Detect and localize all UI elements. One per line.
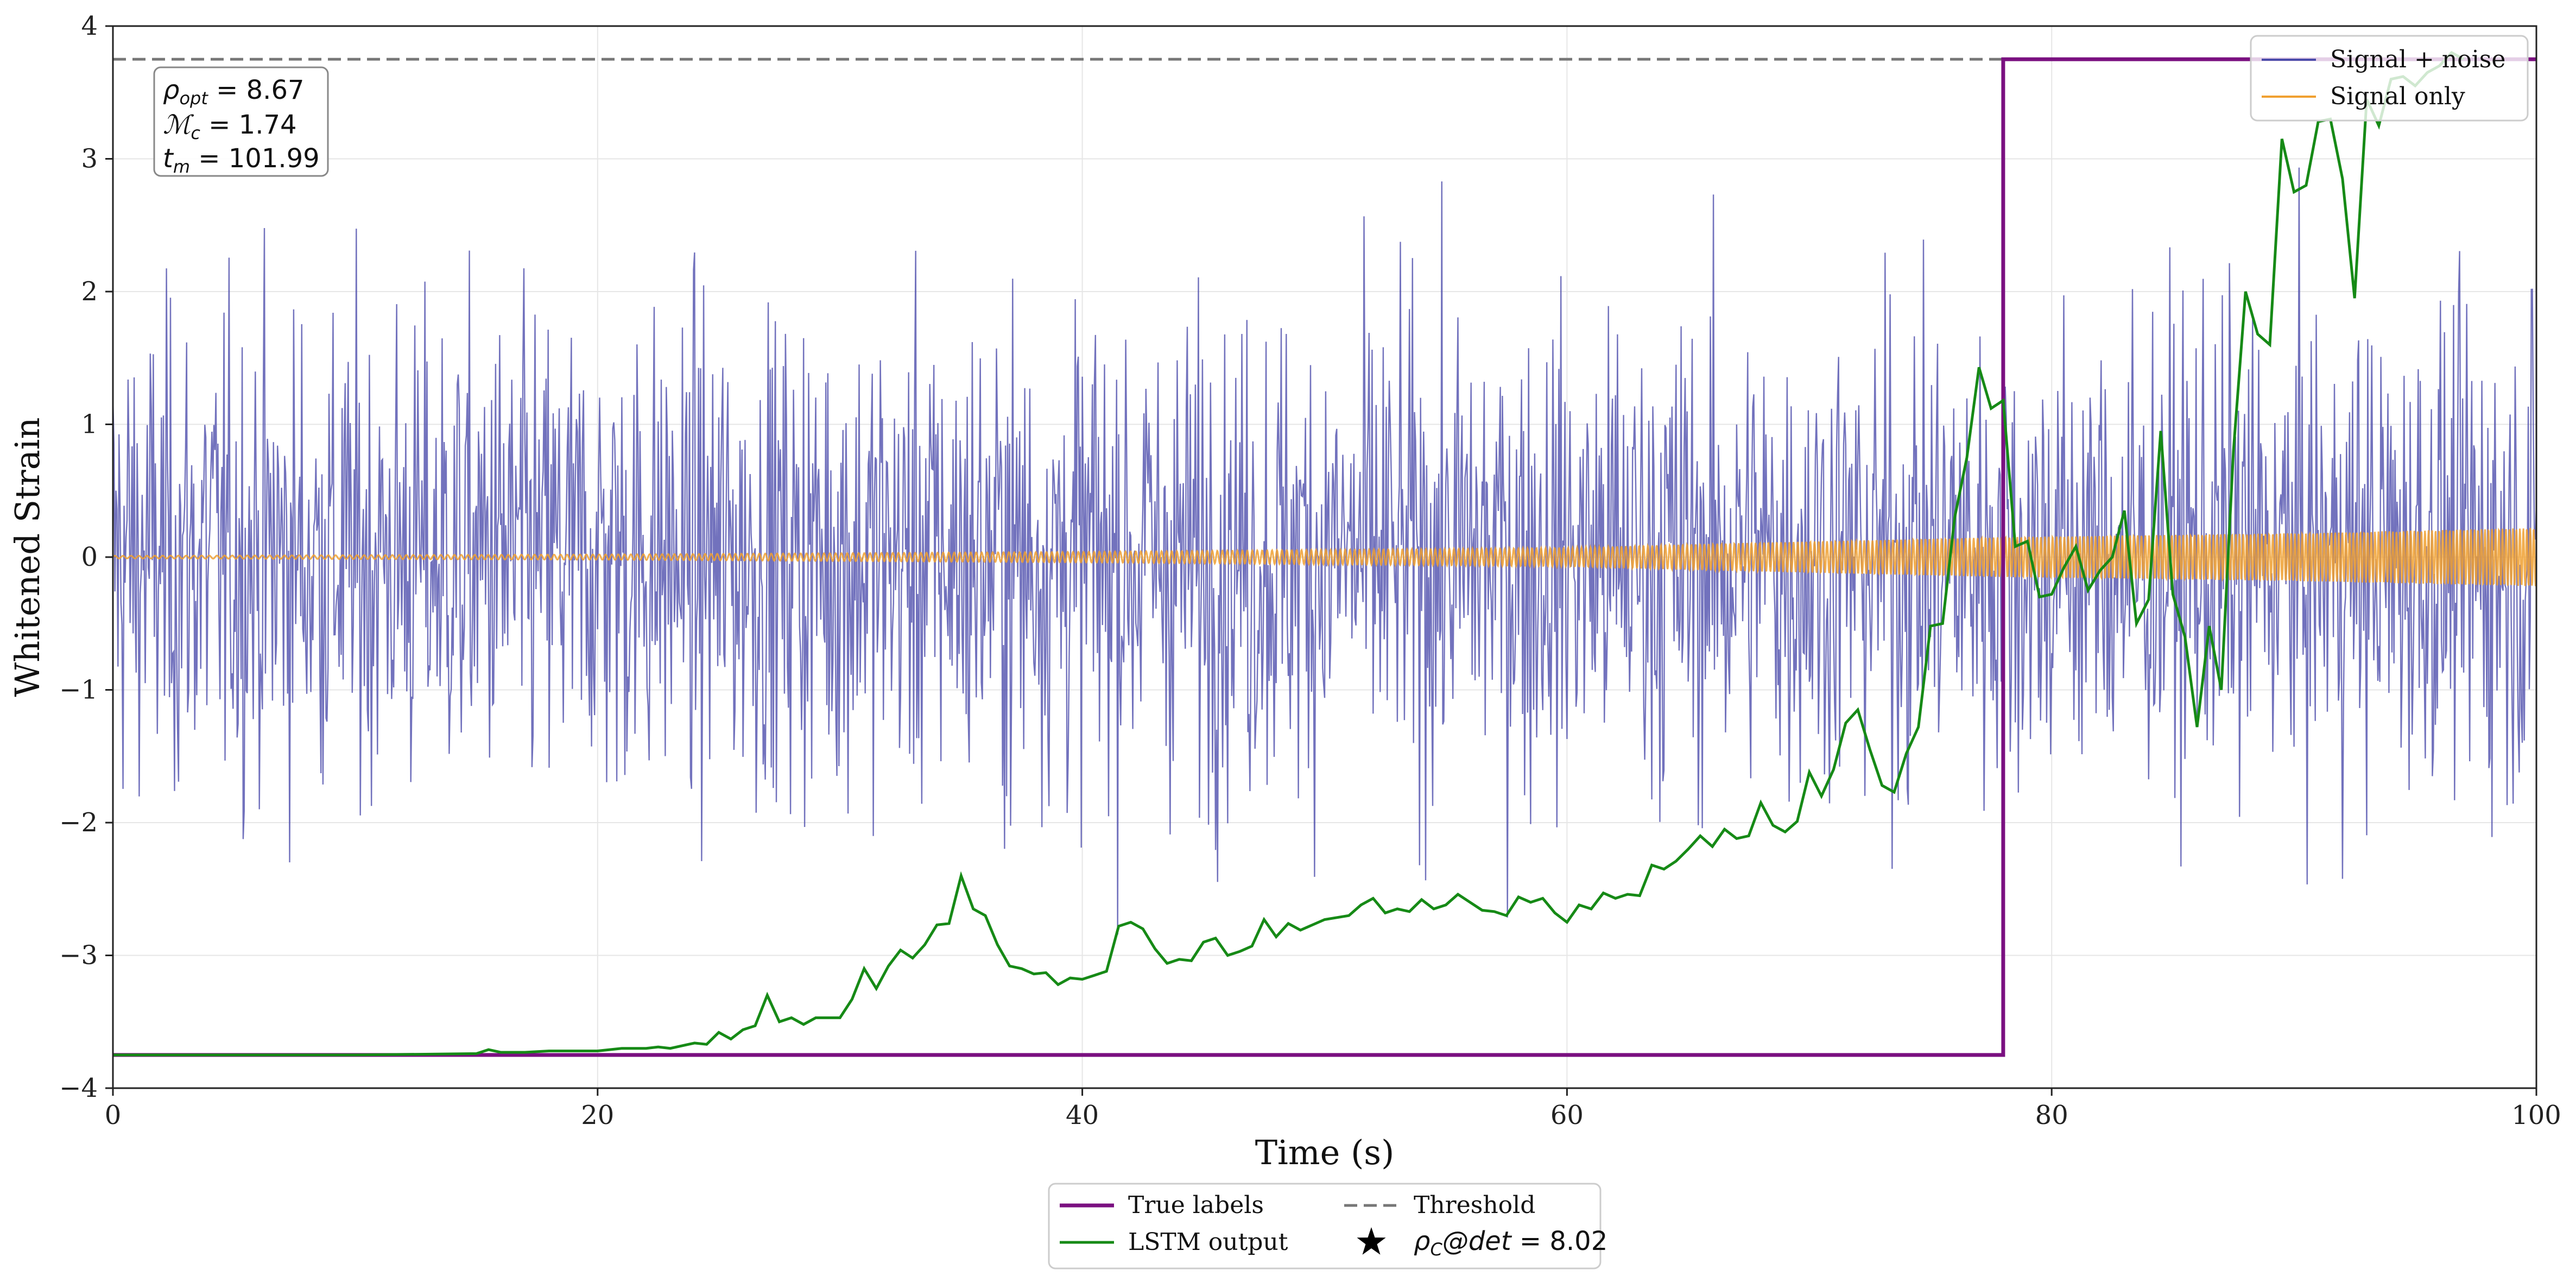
series-signal-only-line	[113, 527, 2536, 586]
y-tick-label: −4	[59, 1073, 98, 1103]
y-tick-label: 4	[81, 11, 98, 41]
legend-signal-only-label: Signal only	[2330, 83, 2465, 110]
y-axis-label: Whitened Strain	[8, 418, 47, 697]
y-tick-label: 3	[81, 144, 98, 174]
legend-lower: True labels Threshold LSTM output ρC@det…	[1048, 1183, 1607, 1270]
y-tick-label: −3	[59, 940, 98, 971]
mc-annotation: ℳc = 1.74	[163, 110, 297, 143]
legend-true-labels-label: True labels	[1128, 1191, 1264, 1219]
x-axis-label: Time (s)	[1255, 1133, 1395, 1172]
y-tick-label: 1	[81, 409, 98, 440]
x-tick-label: 60	[1550, 1100, 1584, 1131]
y-tick-label: −1	[59, 675, 98, 705]
series-signal-noise-line	[113, 167, 2536, 935]
legend-rho-det-label: ρC@det = 8.02	[1414, 1226, 1607, 1260]
x-tick-label: 100	[2511, 1100, 2561, 1131]
y-tick-label: 2	[81, 276, 98, 307]
y-tick-label: −2	[59, 807, 98, 838]
x-tick-label: 80	[2035, 1100, 2068, 1131]
annotation-frame	[153, 66, 329, 177]
tm-annotation: tm = 101.99	[163, 143, 320, 177]
legend-signal-noise-label: Signal + noise	[2330, 46, 2505, 73]
x-tick-label: 0	[105, 1100, 122, 1131]
legend-threshold-label: Threshold	[1414, 1191, 1535, 1219]
legend-lower-frame	[1048, 1183, 1602, 1270]
legend-star-marker	[1357, 1227, 1386, 1255]
y-axis: −4 −3 −2 −1 0 1 2 3 4	[59, 11, 113, 1103]
x-tick-label: 40	[1066, 1100, 1099, 1131]
legend-upper-frame	[2250, 35, 2529, 122]
x-tick-label: 20	[581, 1100, 614, 1131]
y-tick-label: 0	[81, 542, 98, 572]
legend-upper: Signal + noise Signal only	[2250, 35, 2529, 122]
series-lstm-output-line	[113, 50, 2465, 1057]
parameter-annotation-box: ρopt = 8.67 ℳc = 1.74 tm = 101.99	[153, 66, 329, 177]
rho-opt-annotation: ρopt = 8.67	[163, 75, 305, 109]
x-axis: 0 20 40 60 80 100	[105, 1088, 2561, 1131]
legend-lstm-output-label: LSTM output	[1128, 1228, 1288, 1256]
